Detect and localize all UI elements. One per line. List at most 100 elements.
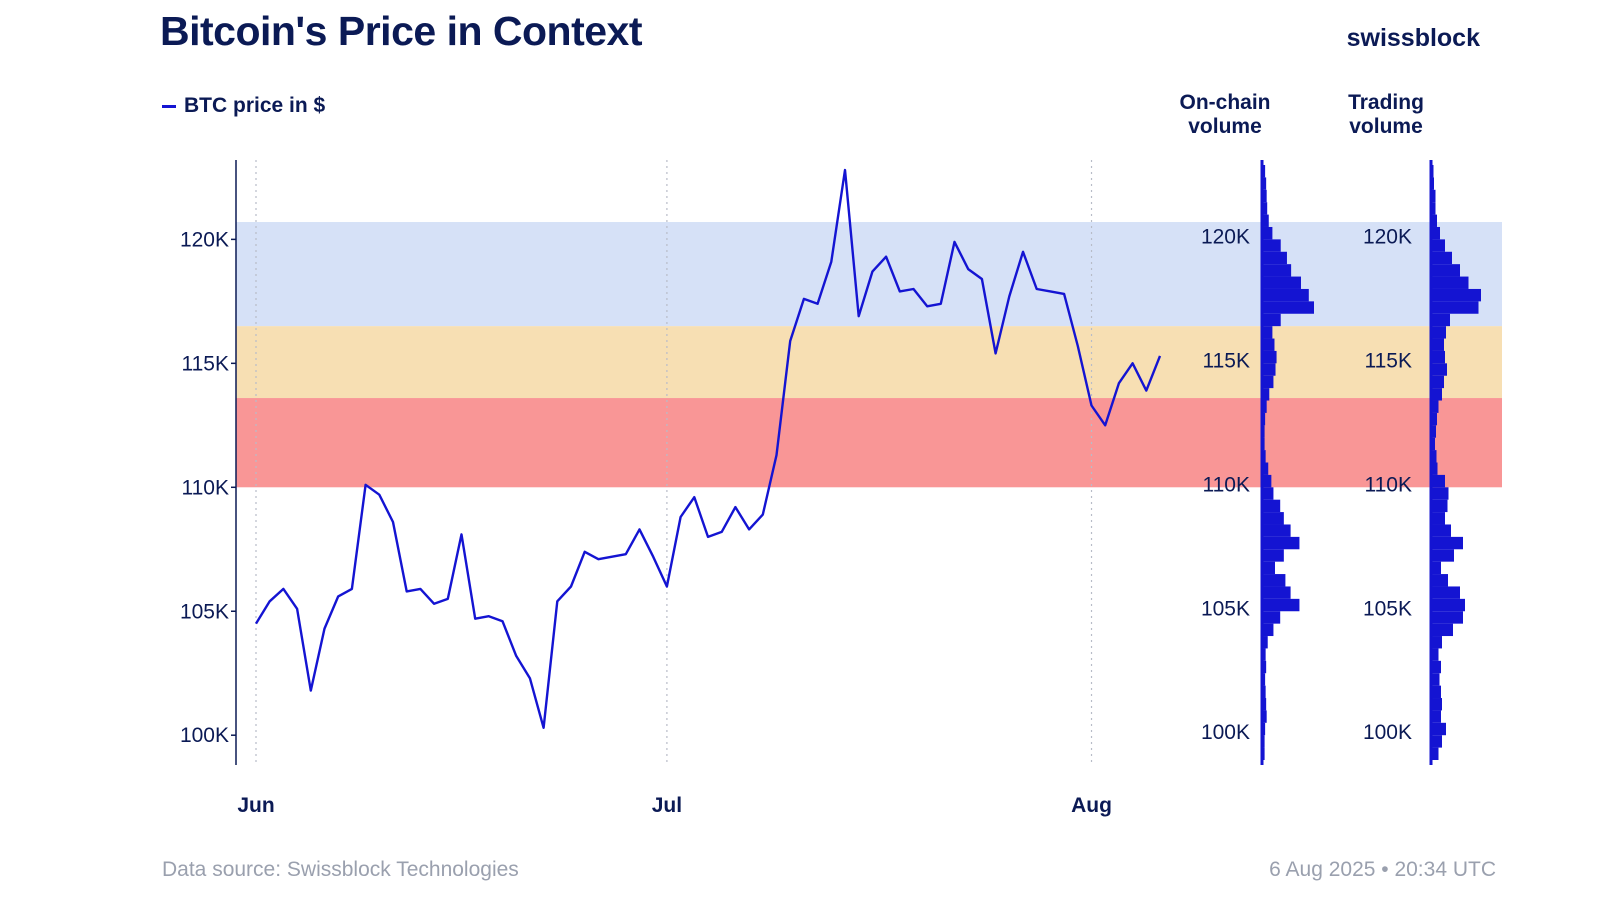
volume-bar <box>1262 648 1266 661</box>
volume-bar <box>1431 710 1441 723</box>
volume-bar <box>1262 735 1265 748</box>
volume-bar <box>1262 338 1275 351</box>
volume-bar <box>1431 214 1437 227</box>
volume-bar <box>1431 388 1442 401</box>
volume-bar <box>1262 636 1268 649</box>
volume-bar <box>1431 437 1435 451</box>
volume-bar <box>1431 586 1460 599</box>
volume-bar <box>1262 685 1266 699</box>
y-tick-label: 110K <box>182 476 230 499</box>
legend-label: BTC price in $ <box>184 94 326 117</box>
x-tick-label: Aug <box>1071 794 1112 817</box>
volume-bar <box>1431 536 1463 550</box>
volume-bar <box>1262 214 1269 227</box>
volume-bar <box>1431 202 1436 215</box>
volume-bar <box>1431 698 1442 711</box>
volume-bar <box>1431 177 1434 190</box>
volume-bar <box>1262 400 1267 413</box>
trading-volume-title: Trading volume <box>1348 91 1424 138</box>
volume-tick-label: 105K <box>1201 597 1250 620</box>
volume-bar <box>1262 177 1267 190</box>
volume-bar <box>1262 375 1274 389</box>
volume-bar <box>1262 722 1266 736</box>
volume-bar <box>1431 735 1442 748</box>
volume-bar <box>1431 660 1441 674</box>
volume-bar <box>1431 412 1437 426</box>
brand-logo: swissblock <box>1346 24 1480 52</box>
volume-bar <box>1431 326 1446 339</box>
volume-bar <box>1262 586 1291 599</box>
volume-bar <box>1262 536 1300 550</box>
volume-bar <box>1262 313 1281 327</box>
volume-tick-label: 110K <box>1203 473 1251 496</box>
volume-bar <box>1431 524 1451 537</box>
btc-price-line <box>254 168 1162 729</box>
volume-bar <box>1431 673 1440 686</box>
volume-bar <box>1262 450 1266 463</box>
volume-bar <box>1431 549 1454 562</box>
volume-bar <box>1431 400 1439 413</box>
volume-bar <box>1262 611 1281 624</box>
volume-bar <box>1262 574 1286 587</box>
volume-bar <box>1262 698 1267 711</box>
volume-bar <box>1431 574 1448 587</box>
volume-bar <box>1262 425 1265 438</box>
y-tick-label: 105K <box>180 600 229 623</box>
volume-bar <box>1431 722 1446 736</box>
volume-bar <box>1262 326 1273 339</box>
volume-bar <box>1262 561 1275 575</box>
data-source-note: Data source: Swissblock Technologies <box>162 858 519 881</box>
volume-tick-label: 115K <box>1203 349 1251 372</box>
volume-bar <box>1262 512 1284 525</box>
chart-title: Bitcoin's Price in Context <box>160 8 643 54</box>
volume-bar <box>1262 276 1301 289</box>
y-tick-label: 100K <box>180 724 229 747</box>
volume-bar <box>1262 474 1272 488</box>
volume-bar <box>1431 623 1453 637</box>
volume-tick-label: 105K <box>1363 597 1412 620</box>
volume-bar <box>1431 685 1441 699</box>
volume-tick-label: 120K <box>1363 225 1412 248</box>
volume-bar <box>1431 251 1452 265</box>
volume-bar <box>1431 450 1437 463</box>
price-band-2 <box>236 398 1502 488</box>
volume-bar <box>1431 301 1479 314</box>
volume-bar <box>1262 598 1300 612</box>
volume-bar <box>1262 226 1273 240</box>
volume-bar <box>1262 499 1281 513</box>
volume-bar <box>1431 363 1447 376</box>
volume-bar <box>1431 747 1439 760</box>
volume-bar <box>1431 338 1444 351</box>
volume-bar <box>1262 462 1269 475</box>
volume-bar <box>1262 412 1266 426</box>
volume-bar <box>1431 636 1442 649</box>
volume-bar <box>1262 165 1266 178</box>
volume-bar <box>1262 710 1267 723</box>
volume-bar <box>1431 165 1434 178</box>
volume-bar <box>1431 288 1481 302</box>
volume-bar <box>1262 251 1287 265</box>
onchain-volume-title: On-chain volume <box>1179 91 1271 138</box>
y-tick-label: 115K <box>182 352 230 375</box>
timestamp: 6 Aug 2025 • 20:34 UTC <box>1269 858 1496 881</box>
volume-bar <box>1431 313 1450 327</box>
volume-bar <box>1431 474 1445 488</box>
volume-bar <box>1431 462 1438 475</box>
volume-bar <box>1262 437 1265 451</box>
volume-bar <box>1262 549 1284 562</box>
volume-bar <box>1262 747 1265 760</box>
volume-bar <box>1431 561 1441 575</box>
x-tick-label: Jul <box>652 794 682 817</box>
volume-bar <box>1262 524 1291 537</box>
volume-bar <box>1262 350 1277 364</box>
volume-tick-label: 115K <box>1365 349 1413 372</box>
price-band-1 <box>236 326 1502 399</box>
volume-bar <box>1431 276 1469 289</box>
volume-bar <box>1431 487 1449 500</box>
volume-bar <box>1431 350 1445 364</box>
volume-bar <box>1431 264 1460 277</box>
legend-swatch <box>162 104 176 108</box>
volume-bar <box>1262 202 1268 215</box>
volume-bar <box>1431 611 1463 624</box>
